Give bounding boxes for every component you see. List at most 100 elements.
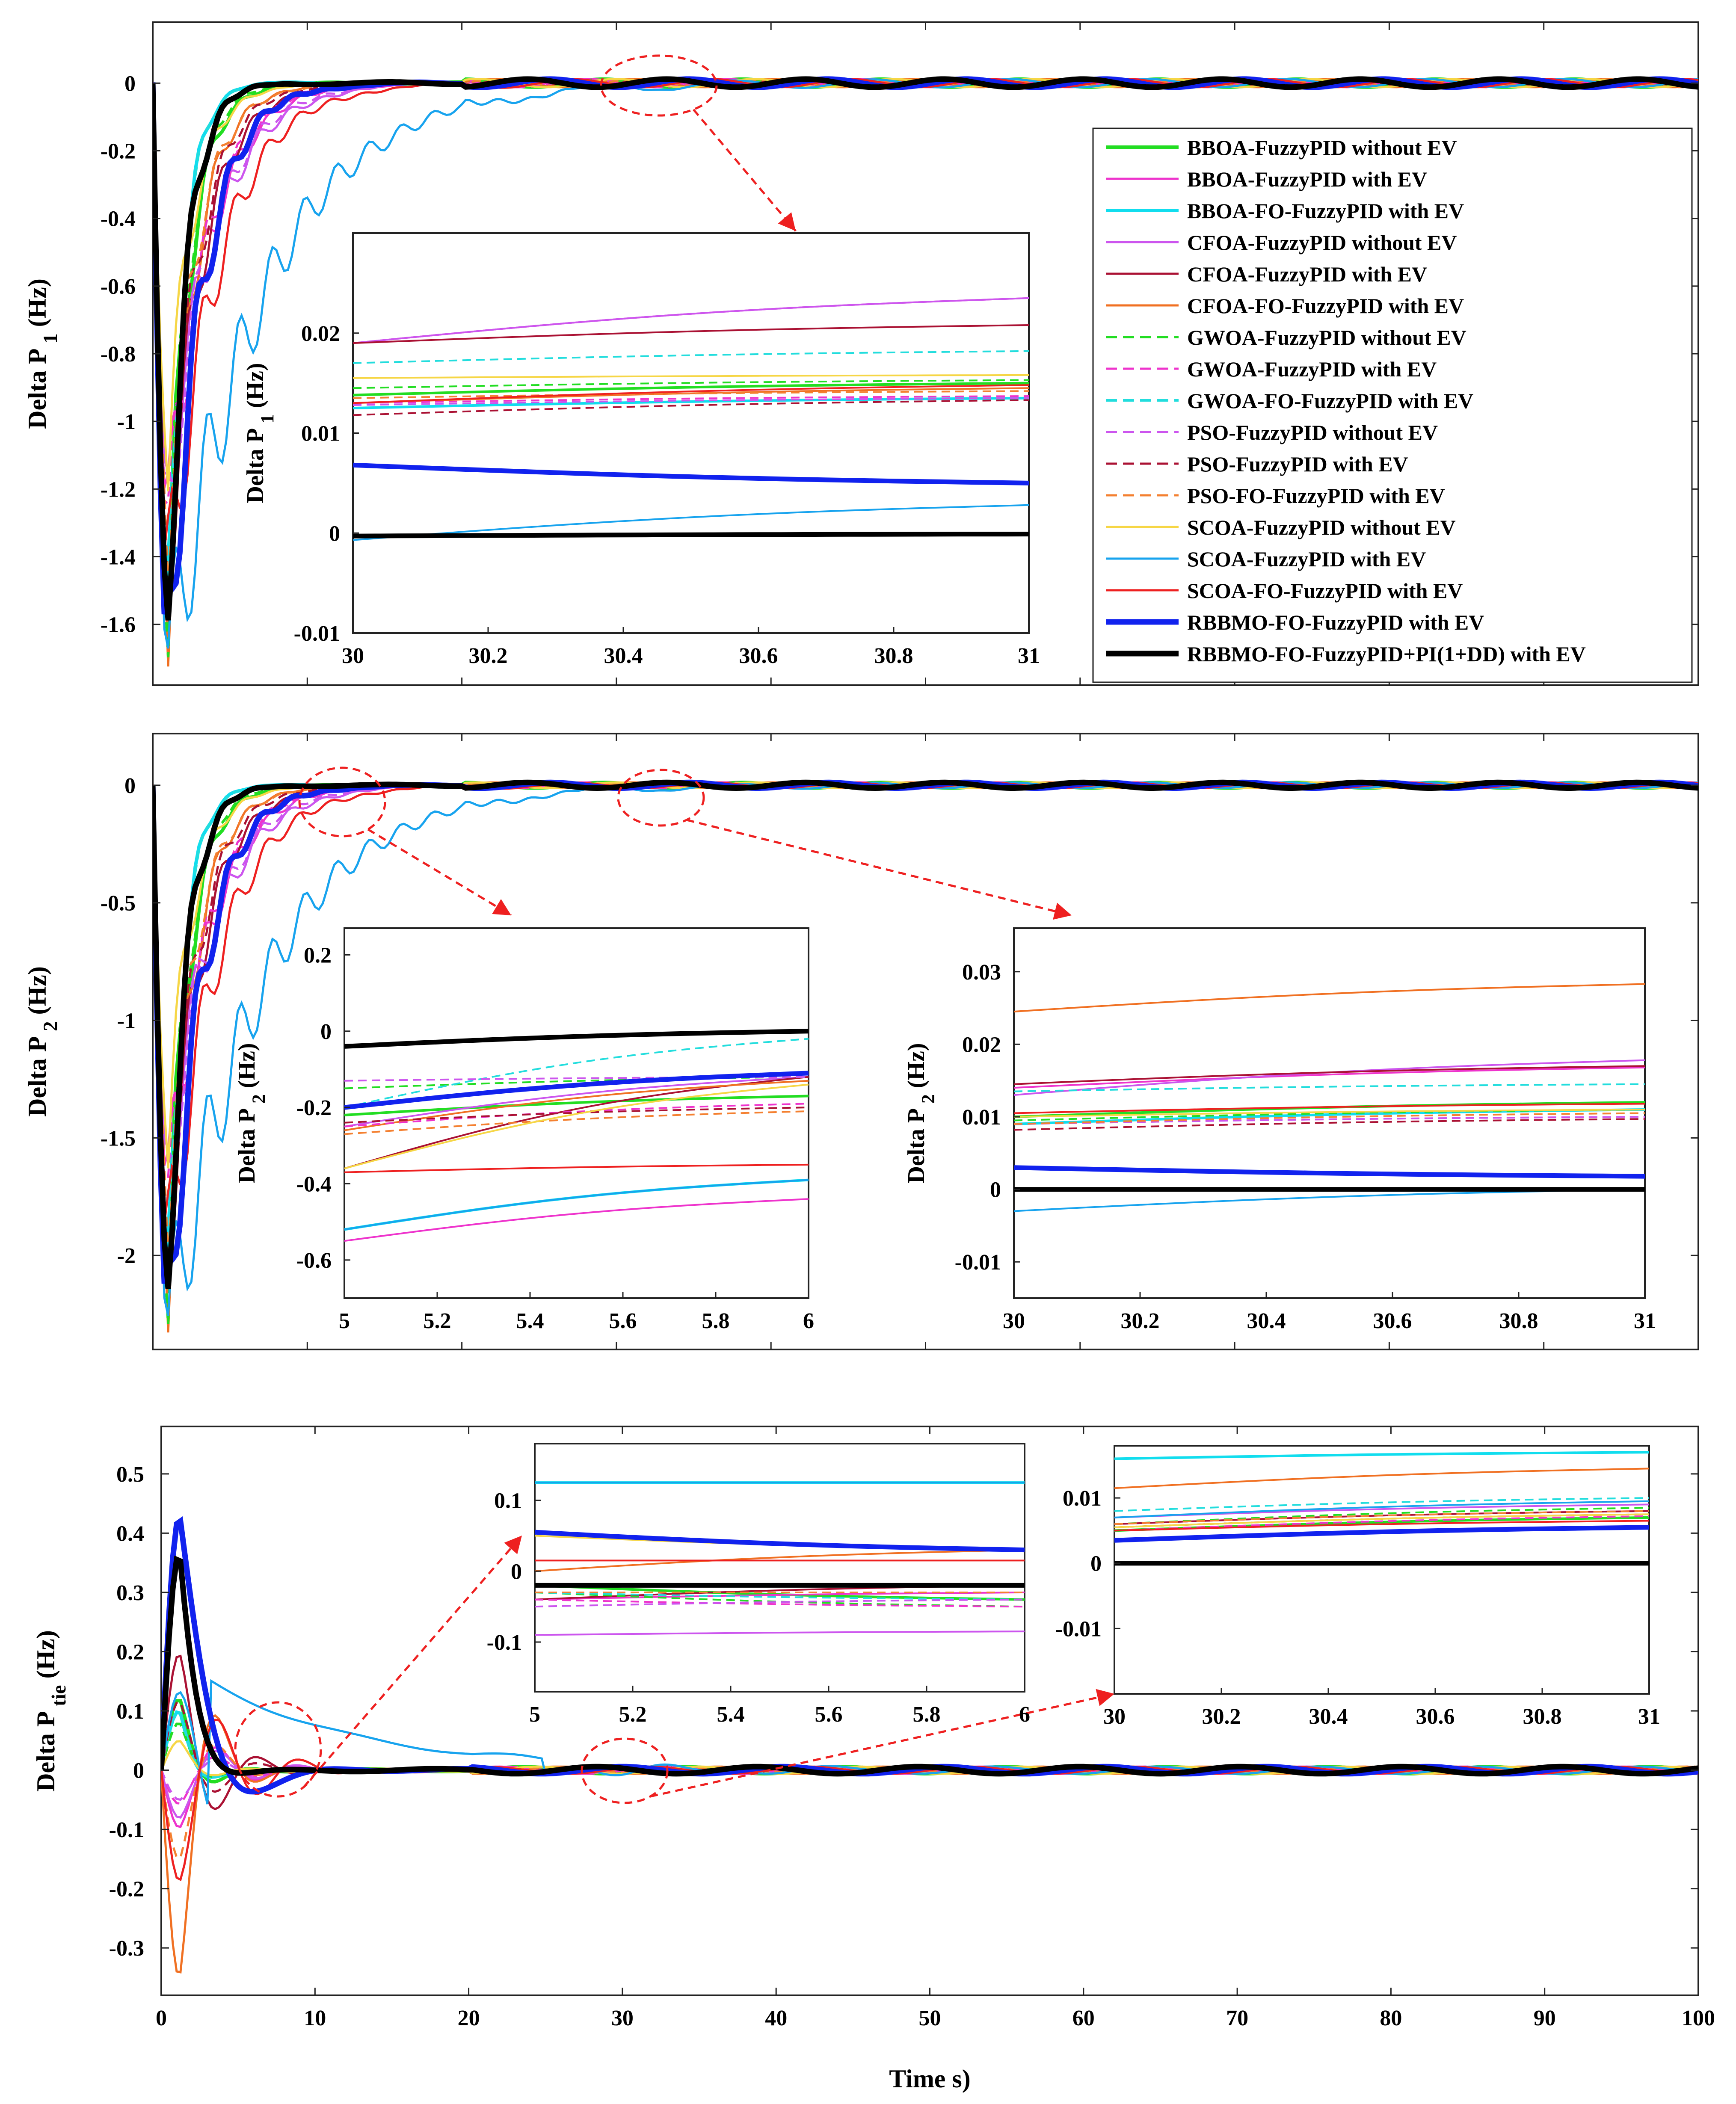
inset-y-tick-label: 0 bbox=[329, 521, 340, 546]
inset-y-tick-label: -0.01 bbox=[955, 1250, 1001, 1275]
inset-plot-area bbox=[534, 1443, 1025, 1693]
y-tick-label: -1.4 bbox=[101, 545, 136, 569]
zoom-p2b-circle bbox=[617, 769, 705, 827]
series-line bbox=[153, 76, 1698, 621]
y-tick-label: -0.6 bbox=[101, 275, 136, 299]
inset-x-tick-label: 5 bbox=[529, 1702, 540, 1727]
inset-x-tick-label: 30 bbox=[342, 644, 364, 668]
inset-panel: 0.2 0 -0.2 -0.4 -0.6 5 5.2 5.4 5.6 5.8 6 Delta P 2 … bbox=[234, 927, 814, 1333]
y-tick-label: -0.2 bbox=[101, 139, 136, 164]
y-tick-label: -1 bbox=[117, 1009, 136, 1033]
y-tick-label: 0.1 bbox=[116, 1699, 144, 1724]
legend-label: CFOA-FO-FuzzyPID with EV bbox=[1187, 294, 1464, 318]
zoom-ptie-b-arrow bbox=[650, 1693, 1115, 1798]
inset-series-line bbox=[353, 350, 1029, 364]
legend-label: RBBMO-FO-FuzzyPID with EV bbox=[1187, 610, 1484, 634]
inset-series-line bbox=[353, 399, 1029, 416]
x-tick-label: 0 bbox=[156, 2006, 167, 2030]
inset-series-line bbox=[353, 384, 1029, 404]
inset-y-axis-label: Delta P 2 (Hz) bbox=[903, 1043, 939, 1183]
inset-y-tick-label: 0 bbox=[990, 1178, 1001, 1202]
legend-label: BBOA-FuzzyPID without EV bbox=[1187, 136, 1457, 160]
inset-series-line bbox=[1013, 983, 1645, 1012]
inset-series-line bbox=[534, 1592, 1025, 1601]
y-tick-label: -0.2 bbox=[109, 1877, 144, 1902]
inset-series-line bbox=[353, 504, 1029, 541]
legend-label: BBOA-FuzzyPID with EV bbox=[1187, 167, 1427, 191]
y-tick-label: -1.6 bbox=[101, 613, 136, 637]
inset-y-tick-label: 0.01 bbox=[962, 1105, 1001, 1130]
inset-series-line bbox=[1013, 1065, 1645, 1085]
zoom-p2b-arrow bbox=[686, 819, 1072, 917]
inset-x-tick-label: 5.4 bbox=[516, 1309, 544, 1333]
legend-label: SCOA-FO-FuzzyPID with EV bbox=[1187, 579, 1463, 603]
inset-series-line bbox=[1114, 1513, 1650, 1528]
zoom-p2a-arrow-head bbox=[492, 899, 511, 915]
series-group bbox=[161, 1516, 1698, 1974]
inset-x-tick-label: 6 bbox=[803, 1309, 814, 1333]
inset-x-tick-label: 30.8 bbox=[874, 644, 913, 668]
series-group bbox=[153, 779, 1698, 1333]
series-line bbox=[153, 779, 1698, 1290]
inset-y-tick-label: 0 bbox=[511, 1560, 522, 1584]
inset-x-tick-label: 30.8 bbox=[1523, 1705, 1562, 1729]
y-tick-label: -0.5 bbox=[101, 891, 136, 916]
inset-x-tick-label: 30.6 bbox=[739, 644, 778, 668]
legend-label: RBBMO-FO-FuzzyPID+PI(1+DD) with EV bbox=[1187, 642, 1586, 666]
inset-series-line bbox=[1114, 1520, 1650, 1532]
x-axis-label: Time s) bbox=[889, 2065, 971, 2093]
y-tick-label: -0.3 bbox=[109, 1936, 144, 1961]
inset-y-tick-label: -0.4 bbox=[296, 1172, 332, 1196]
inset-x-tick-label: 30.4 bbox=[1309, 1705, 1348, 1729]
inset-y-tick-label: 0.2 bbox=[304, 943, 332, 968]
inset-x-tick-label: 5.6 bbox=[609, 1309, 637, 1333]
inset-x-tick-label: 30.4 bbox=[1247, 1309, 1286, 1333]
inset-series-line bbox=[1114, 1451, 1650, 1460]
zoom-ptie-b-circle bbox=[581, 1737, 669, 1804]
inset-series-line bbox=[1013, 1118, 1645, 1131]
inset-x-tick-label: 6 bbox=[1019, 1702, 1030, 1727]
inset-series-line bbox=[1013, 1116, 1645, 1125]
legend: BBOA-FuzzyPID without EV BBOA-FuzzyPID wi… bbox=[1092, 127, 1693, 683]
inset-series-line bbox=[344, 1198, 809, 1242]
zoom-p1-arrow-head bbox=[778, 212, 796, 231]
inset-series-line bbox=[344, 1107, 809, 1124]
inset-series-line bbox=[353, 324, 1029, 344]
y-tick-label: -2 bbox=[117, 1244, 136, 1268]
inset-series-line bbox=[534, 1549, 1025, 1572]
inset-x-tick-label: 30.2 bbox=[1202, 1705, 1241, 1729]
inset-y-axis-label: Delta P 1 (Hz) bbox=[242, 363, 278, 503]
inset-plot-area bbox=[1114, 1445, 1650, 1695]
x-tick-label: 20 bbox=[458, 2006, 480, 2030]
inset-series-line bbox=[344, 1076, 809, 1127]
y-tick-label: -1 bbox=[117, 410, 136, 434]
inset-series-line bbox=[1114, 1510, 1650, 1525]
y-tick-label: -1.2 bbox=[101, 477, 136, 502]
inset-x-tick-label: 30 bbox=[1103, 1705, 1126, 1729]
zoom-ptie-a-circle bbox=[234, 1701, 322, 1798]
x-tick-label: 90 bbox=[1534, 2006, 1556, 2030]
inset-series-line bbox=[1114, 1500, 1650, 1518]
inset-plot-area bbox=[352, 232, 1030, 634]
y-tick-label: 0 bbox=[133, 1759, 144, 1783]
legend-label: BBOA-FO-FuzzyPID with EV bbox=[1187, 199, 1464, 223]
inset-series-line bbox=[344, 1103, 809, 1127]
zoom-p1-arrow bbox=[693, 109, 797, 232]
inset-series-line bbox=[353, 374, 1029, 379]
y-tick-label: 0 bbox=[124, 71, 136, 96]
x-tick-label: 10 bbox=[304, 2006, 326, 2030]
legend-label: GWOA-FuzzyPID with EV bbox=[1187, 357, 1437, 381]
inset-x-tick-label: 31 bbox=[1638, 1705, 1660, 1729]
inset-series-line bbox=[344, 1071, 809, 1110]
inset-series-line bbox=[344, 1163, 809, 1173]
y-tick-label: 0.5 bbox=[116, 1462, 144, 1487]
inset-series-line bbox=[344, 1095, 809, 1116]
y-axis-label: Delta P tie (Hz) bbox=[32, 1630, 70, 1792]
zoom-p2a-circle bbox=[298, 766, 386, 837]
inset-y-tick-label: 0.1 bbox=[494, 1489, 522, 1513]
inset-y-tick-label: -0.01 bbox=[1055, 1617, 1102, 1641]
inset-series-line bbox=[1114, 1497, 1650, 1512]
inset-series-line bbox=[1013, 1109, 1645, 1118]
inset-x-tick-label: 30 bbox=[1003, 1309, 1025, 1333]
